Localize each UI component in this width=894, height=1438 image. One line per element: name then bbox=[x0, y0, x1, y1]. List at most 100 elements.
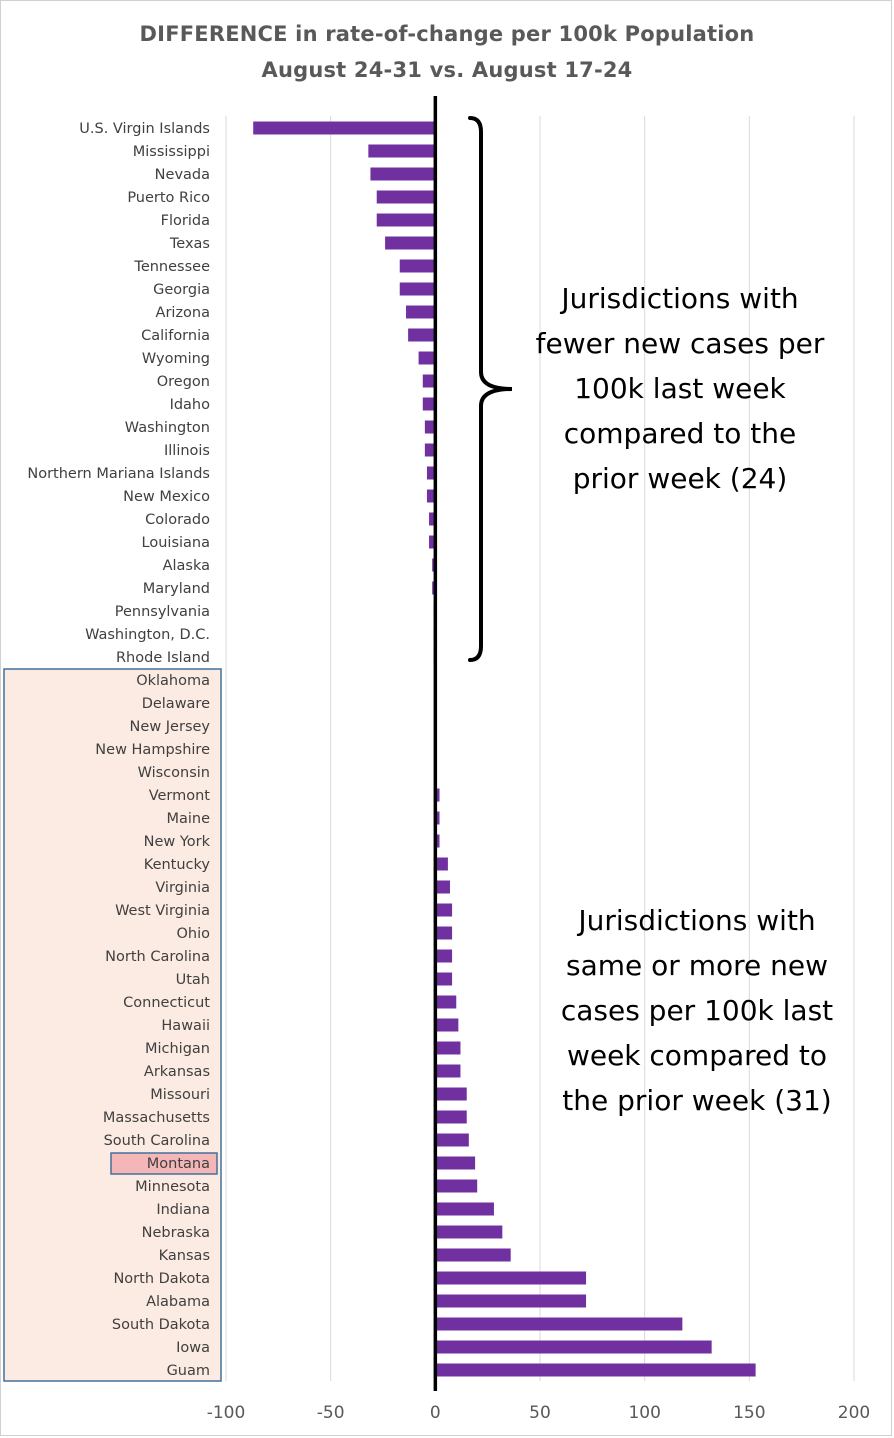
chart-subtitle: August 24-31 vs. August 17-24 bbox=[261, 58, 633, 82]
category-label: Illinois bbox=[164, 443, 210, 459]
bar bbox=[435, 972, 453, 986]
category-label: California bbox=[141, 328, 210, 344]
category-label: New York bbox=[144, 834, 211, 850]
axes: -100 -50 0 50 100 150 200 bbox=[207, 96, 870, 1423]
bar bbox=[399, 282, 436, 296]
bar bbox=[435, 788, 440, 802]
category-label: Tennessee bbox=[133, 259, 210, 275]
category-label: Washington, D.C. bbox=[85, 627, 210, 643]
bar bbox=[418, 351, 436, 365]
category-label: Massachusetts bbox=[103, 1110, 210, 1126]
bar bbox=[385, 236, 436, 250]
bar bbox=[435, 1110, 467, 1124]
annotation-line: fewer new cases per bbox=[535, 327, 825, 360]
x-tick-label: 100 bbox=[628, 1403, 660, 1423]
bar bbox=[253, 121, 436, 135]
bar bbox=[435, 1087, 467, 1101]
annotation-line: 100k last week bbox=[574, 372, 786, 405]
bar bbox=[435, 1225, 503, 1239]
bar bbox=[368, 144, 436, 158]
bar bbox=[406, 305, 436, 319]
annotation-line: week compared to bbox=[566, 1039, 828, 1072]
category-label: Kansas bbox=[159, 1248, 210, 1264]
category-label: North Dakota bbox=[113, 1271, 210, 1287]
bar bbox=[429, 512, 436, 526]
bar bbox=[422, 374, 436, 388]
annotation-line: prior week (24) bbox=[572, 462, 788, 495]
bar bbox=[435, 1156, 476, 1170]
chart-title: DIFFERENCE in rate-of-change per 100k Po… bbox=[139, 22, 755, 46]
category-label: Montana bbox=[147, 1156, 210, 1172]
category-label: Maryland bbox=[143, 581, 210, 597]
category-label: Utah bbox=[176, 972, 210, 988]
category-label: Rhode Island bbox=[116, 650, 210, 666]
bar bbox=[424, 443, 436, 457]
bar bbox=[435, 1294, 587, 1308]
category-label: Ohio bbox=[176, 926, 210, 942]
annotation-line: same or more new bbox=[566, 949, 828, 982]
category-label: Arkansas bbox=[144, 1064, 210, 1080]
category-label: Guam bbox=[167, 1363, 210, 1379]
category-label: Georgia bbox=[153, 282, 210, 298]
bar bbox=[435, 995, 457, 1009]
bar bbox=[376, 213, 436, 227]
bar bbox=[435, 1248, 511, 1262]
bar bbox=[429, 535, 436, 549]
category-label: Wisconsin bbox=[138, 765, 210, 781]
category-label: South Dakota bbox=[112, 1317, 210, 1333]
bar bbox=[399, 259, 436, 273]
category-label: New Hampshire bbox=[95, 742, 210, 758]
x-tick-label: 150 bbox=[733, 1403, 765, 1423]
category-label: Maine bbox=[166, 811, 210, 827]
bar bbox=[435, 857, 448, 871]
category-label: Oregon bbox=[157, 374, 210, 390]
annotation-line: the prior week (31) bbox=[562, 1084, 832, 1117]
category-label: Alabama bbox=[146, 1294, 210, 1310]
category-label: Delaware bbox=[142, 696, 210, 712]
bar bbox=[376, 190, 436, 204]
category-label: Puerto Rico bbox=[127, 190, 210, 206]
bar bbox=[435, 1041, 461, 1055]
category-label: Virginia bbox=[155, 880, 210, 896]
category-label: Arizona bbox=[156, 305, 210, 321]
x-tick-label: 200 bbox=[838, 1403, 870, 1423]
bar bbox=[435, 811, 440, 825]
bar bbox=[435, 1340, 712, 1354]
annotation-line: cases per 100k last bbox=[560, 994, 834, 1027]
annotation-fewer-cases: Jurisdictions with fewer new cases per 1… bbox=[500, 276, 860, 501]
annotation-line: Jurisdictions with bbox=[561, 282, 799, 315]
category-label: Connecticut bbox=[123, 995, 210, 1011]
category-label: Missouri bbox=[150, 1087, 210, 1103]
bars bbox=[253, 121, 756, 1377]
category-label: Northern Mariana Islands bbox=[27, 466, 210, 482]
category-labels: U.S. Virgin Islands Mississippi Nevada Puer… bbox=[27, 121, 210, 1379]
category-label: Vermont bbox=[149, 788, 211, 804]
bar bbox=[435, 1271, 587, 1285]
category-label: U.S. Virgin Islands bbox=[79, 121, 210, 137]
category-label: Nebraska bbox=[142, 1225, 210, 1241]
category-label: Oklahoma bbox=[136, 673, 210, 689]
bar bbox=[435, 1133, 469, 1147]
gridlines bbox=[225, 116, 855, 1381]
annotation-line: Jurisdictions with bbox=[578, 904, 816, 937]
category-label: Wyoming bbox=[142, 351, 210, 367]
bar bbox=[435, 1018, 459, 1032]
x-tick-label: 50 bbox=[529, 1403, 551, 1423]
annotation-more-cases: Jurisdictions with same or more new case… bbox=[517, 898, 877, 1123]
bar bbox=[435, 1064, 461, 1078]
category-label: Louisiana bbox=[142, 535, 210, 551]
bar bbox=[435, 1363, 756, 1377]
category-label: New Jersey bbox=[130, 719, 211, 735]
category-label: Iowa bbox=[176, 1340, 210, 1356]
category-label: North Carolina bbox=[105, 949, 210, 965]
highlight-boxes bbox=[3, 668, 222, 1382]
category-label: New Mexico bbox=[123, 489, 210, 505]
category-label: Indiana bbox=[156, 1202, 210, 1218]
category-label: West Virginia bbox=[115, 903, 210, 919]
x-tick-label: -50 bbox=[317, 1403, 345, 1423]
bar bbox=[435, 1179, 478, 1193]
category-label: Texas bbox=[169, 236, 210, 252]
bar bbox=[426, 466, 436, 480]
highlighted-category-box bbox=[110, 1152, 218, 1175]
